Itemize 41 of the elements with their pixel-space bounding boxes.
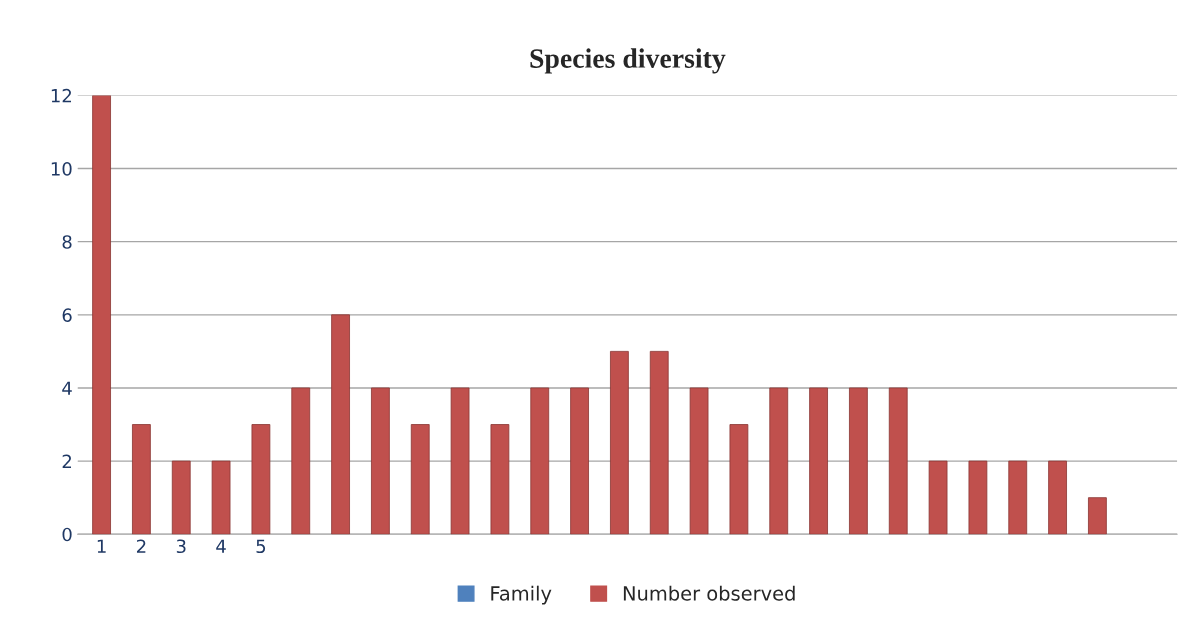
bar bbox=[171, 460, 191, 535]
bar bbox=[888, 387, 908, 535]
bar bbox=[849, 387, 868, 535]
bar bbox=[570, 387, 589, 535]
x-tick-label: 5 bbox=[256, 539, 266, 554]
bar bbox=[371, 387, 390, 535]
bar bbox=[530, 387, 550, 535]
y-tick-label: 2 bbox=[62, 454, 72, 468]
bar bbox=[450, 387, 470, 535]
bar bbox=[809, 387, 828, 535]
x-tick-label: 4 bbox=[216, 539, 226, 553]
y-tick-label: 0 bbox=[62, 527, 72, 542]
bar bbox=[689, 387, 709, 535]
bar bbox=[132, 424, 151, 535]
bar bbox=[968, 460, 988, 535]
bar bbox=[1008, 460, 1028, 535]
bar bbox=[928, 460, 948, 535]
bar bbox=[1088, 497, 1107, 535]
bar bbox=[291, 387, 311, 535]
y-tick-label: 8 bbox=[62, 235, 72, 249]
y-tick-label: 12 bbox=[51, 88, 72, 103]
y-tick-label: 6 bbox=[62, 308, 72, 322]
x-tick-label: 2 bbox=[136, 539, 146, 553]
bar bbox=[490, 424, 510, 535]
x-tick-label: 1 bbox=[97, 539, 106, 553]
y-tick-label: 10 bbox=[51, 162, 72, 176]
x-tick-label: 3 bbox=[176, 539, 186, 554]
legend-label: Family bbox=[491, 585, 552, 605]
y-tick-label: 4 bbox=[62, 381, 72, 395]
bar bbox=[769, 387, 789, 535]
bar bbox=[729, 424, 749, 535]
bar bbox=[92, 95, 111, 535]
bar bbox=[251, 424, 271, 535]
bar bbox=[331, 314, 350, 535]
bar bbox=[1048, 460, 1067, 535]
chart-title: Species diversity bbox=[530, 48, 726, 74]
bar bbox=[410, 424, 430, 535]
bar bbox=[649, 350, 669, 535]
legend-label: Number observed bbox=[623, 585, 795, 601]
bar bbox=[610, 350, 629, 535]
bar bbox=[211, 460, 231, 535]
